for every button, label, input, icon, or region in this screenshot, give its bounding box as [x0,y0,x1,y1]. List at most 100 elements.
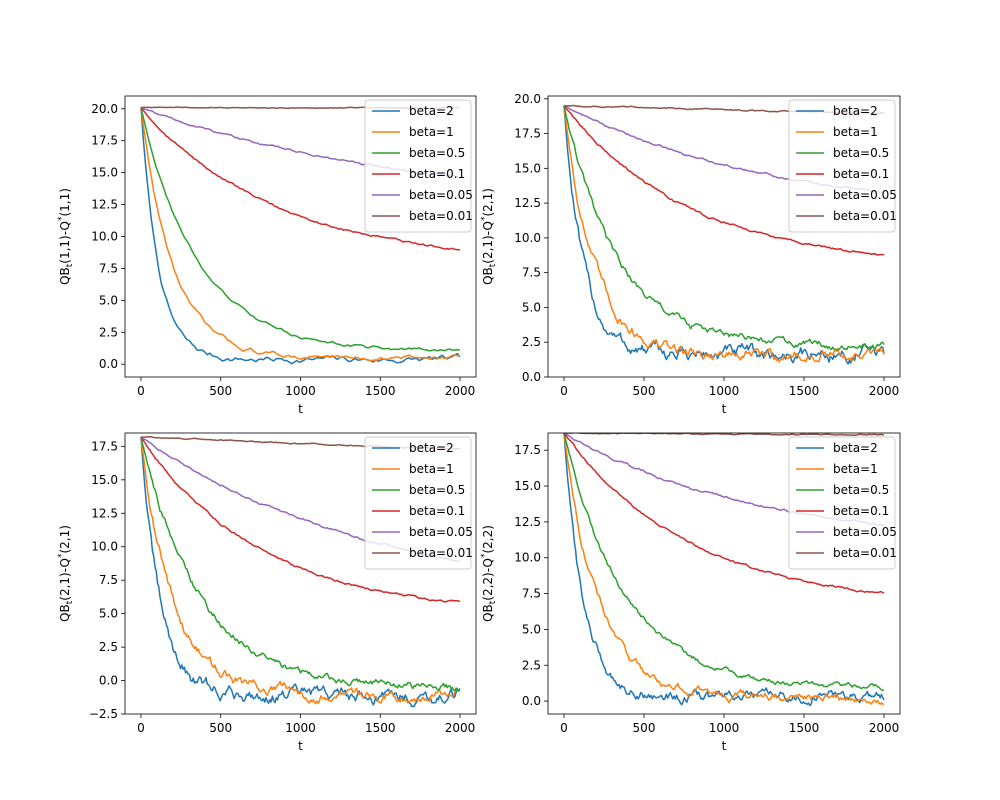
x-tick-label: 1000 [285,721,316,735]
y-tick-label: 5.0 [99,607,118,621]
legend-label: beta=1 [833,462,878,476]
y-tick-label: 0.0 [99,357,118,371]
legend-label: beta=1 [409,462,454,476]
legend-label: beta=2 [409,441,454,455]
x-tick-label: 500 [209,384,232,398]
x-tick-label: 1500 [789,384,820,398]
y-tick-label: 17.5 [514,127,541,141]
y-tick-label: 5.0 [522,300,541,314]
legend-box [788,99,896,233]
y-tick-label: 7.5 [99,573,118,587]
legend-label: beta=2 [833,104,878,118]
legend-label: beta=0.05 [409,525,473,539]
y-tick-label: 12.5 [514,515,541,529]
legend: beta=2 beta=1 beta=0.5 beta=0.1 beta=0.05 bet… [788,99,897,233]
legend-label: beta=0.5 [409,483,465,497]
x-tick-label: 500 [633,384,656,398]
x-tick-label: 1000 [709,721,740,735]
series-line-beta-1 [140,107,461,362]
series-line-beta-0_5 [563,105,885,351]
y-tick-label: 10.0 [91,540,118,554]
x-tick-label: 2000 [869,384,900,398]
y-tick-label: 12.5 [91,506,118,520]
legend-box [788,436,896,570]
legend-label: beta=1 [833,125,878,139]
legend-label: beta=0.5 [833,483,889,497]
x-axis-label: t [298,402,303,416]
y-axis-label: QBt(2,1)-Q*(2,1) [57,525,75,622]
legend-label: beta=0.1 [833,167,889,181]
legend-box [364,99,472,233]
legend-label: beta=0.05 [833,188,897,202]
legend-label: beta=0.01 [409,546,473,560]
series-group [563,433,885,707]
y-tick-label: 7.5 [522,587,541,601]
x-tick-label: 500 [209,721,232,735]
x-tick-label: 0 [560,721,568,735]
y-tick-label: 10.0 [91,230,118,244]
y-axis-label: QBt(2,1)-Q*(2,1) [480,188,498,285]
y-tick-label: 10.0 [514,231,541,245]
y-tick-label: 5.0 [522,622,541,636]
legend: beta=2 beta=1 beta=0.5 beta=0.1 beta=0.05 bet… [364,99,473,233]
x-tick-label: 1000 [709,384,740,398]
legend-label: beta=2 [409,104,454,118]
y-tick-label: 17.5 [91,439,118,453]
series-line-beta-1 [140,436,461,705]
y-tick-label: 12.5 [91,198,118,212]
y-axis-label: QBt(1,1)-Q*(1,1) [57,188,75,285]
x-tick-label: 1500 [789,721,820,735]
series-line-beta-0_1 [140,436,461,603]
y-tick-label: 2.5 [99,640,118,654]
series-line-beta-0_5 [140,436,461,692]
y-tick-label: 5.0 [99,293,118,307]
y-tick-label: 15.0 [91,166,118,180]
subplot-top-right: 0 500 1000 1500 2000 0.0 2.5 5.0 7.5 10.0 12.5 15.0… [480,92,901,416]
legend-label: beta=0.05 [409,188,473,202]
subplot-bottom-left: 0 500 1000 1500 2000 −2.5 0.0 2.5 5.0 7.5 10.0 12.5… [57,432,477,753]
series-line-beta-0_1 [563,433,885,594]
y-tick-label: −2.5 [89,707,118,721]
legend-label: beta=0.01 [833,209,897,223]
series-line-beta-1 [563,105,885,363]
series-line-beta-2 [140,107,461,365]
legend-box [364,436,472,570]
legend-label: beta=0.1 [409,167,465,181]
y-tick-label: 10.0 [514,551,541,565]
y-tick-label: 17.5 [514,443,541,457]
y-tick-label: 2.5 [522,658,541,672]
x-axis-label: t [722,402,727,416]
y-tick-label: 12.5 [514,196,541,210]
subplot-bottom-right: 0 500 1000 1500 2000 0.0 2.5 5.0 7.5 10.0 12.5 15.0… [480,432,901,753]
y-tick-label: 0.0 [99,674,118,688]
y-tick-label: 0.0 [522,694,541,708]
series-line-beta-2 [563,105,885,365]
x-tick-label: 0 [137,721,145,735]
legend-label: beta=1 [409,125,454,139]
legend-label: beta=0.1 [409,504,465,518]
series-group [140,106,461,365]
series-line-beta-2 [140,436,461,708]
series-line-beta-0_1 [563,105,885,256]
legend-label: beta=0.05 [833,525,897,539]
x-tick-label: 1500 [365,384,396,398]
y-tick-label: 7.5 [99,261,118,275]
legend: beta=2 beta=1 beta=0.5 beta=0.1 beta=0.05 bet… [788,436,897,570]
series-line-beta-0_5 [563,433,884,692]
series-line-beta-0_5 [140,107,461,352]
x-tick-label: 0 [560,384,568,398]
legend-label: beta=0.01 [409,209,473,223]
series-line-beta-0_01 [564,433,885,437]
y-tick-label: 2.5 [522,335,541,349]
series-line-beta-0_1 [140,107,460,251]
series-group [563,104,885,365]
y-tick-label: 20.0 [514,92,541,106]
y-axis-label: QBt(2,2)-Q*(2,2) [480,525,498,622]
x-tick-label: 1500 [365,721,396,735]
legend-label: beta=2 [833,441,878,455]
legend-label: beta=0.01 [833,546,897,560]
y-tick-label: 20.0 [91,102,118,116]
x-tick-label: 2000 [869,721,900,735]
x-tick-label: 500 [633,721,656,735]
